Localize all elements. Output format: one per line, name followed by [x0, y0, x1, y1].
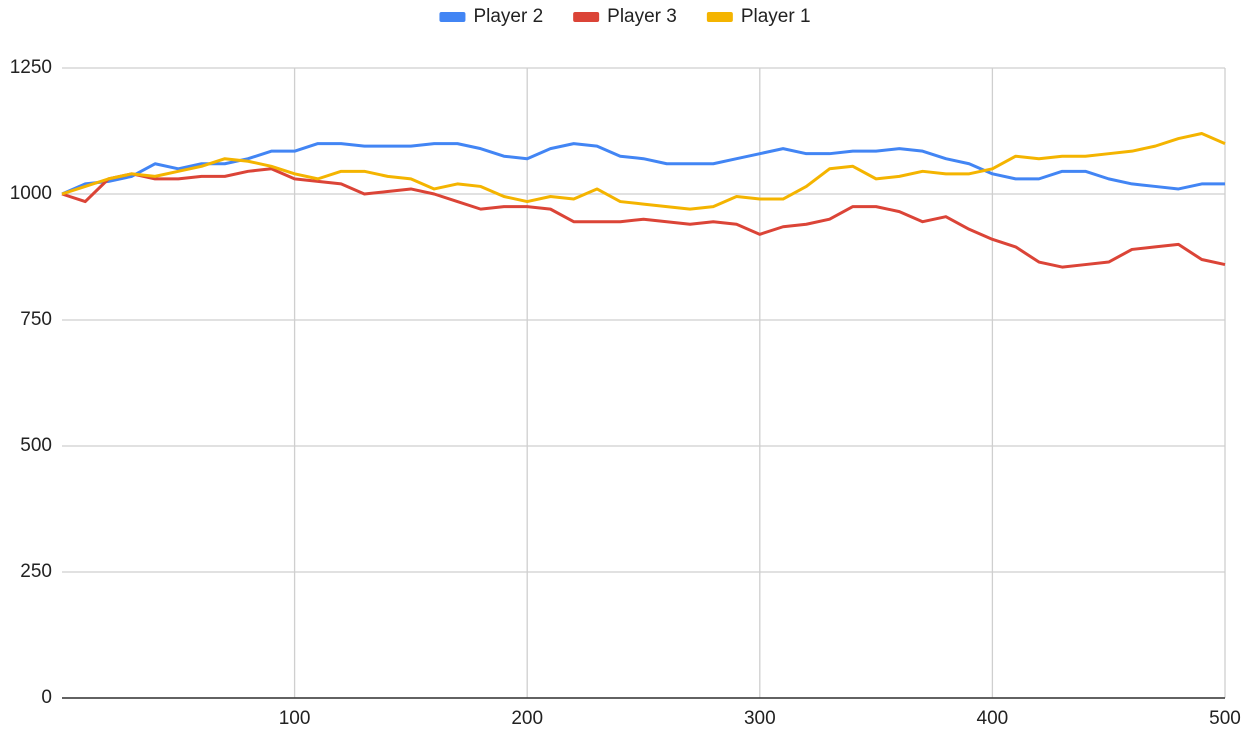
series-line	[61, 132, 1226, 211]
legend-swatch	[439, 12, 466, 22]
y-tick-label: 0	[41, 687, 52, 708]
legend-label: Player 3	[607, 6, 677, 27]
y-tick-label: 250	[20, 561, 52, 582]
series-line	[61, 167, 1226, 269]
x-tick-label: 500	[1209, 708, 1241, 729]
legend-label: Player 1	[741, 6, 811, 27]
y-tick-label: 1000	[10, 183, 52, 204]
legend-swatch	[706, 12, 733, 22]
legend-swatch	[573, 12, 600, 22]
y-tick-label: 750	[20, 309, 52, 330]
legend-label: Player 2	[473, 6, 543, 27]
y-tick-label: 500	[20, 435, 52, 456]
y-tick-label: 1250	[10, 57, 52, 78]
x-tick-label: 400	[977, 708, 1009, 729]
series-line	[61, 142, 1225, 196]
x-tick-label: 100	[279, 708, 311, 729]
x-tick-label: 200	[511, 708, 543, 729]
x-tick-label: 300	[744, 708, 776, 729]
